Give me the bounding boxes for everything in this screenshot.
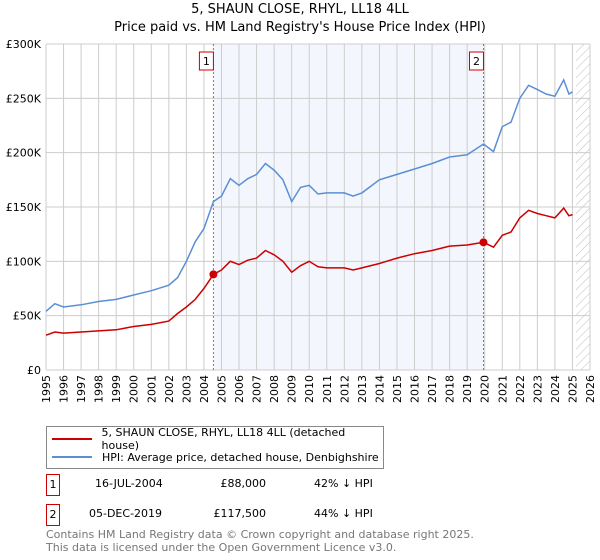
legend-item-hpi: HPI: Average price, detached house, Denb… <box>52 450 379 464</box>
sale-marker-badge: 1 <box>46 474 60 496</box>
legend-swatch-blue <box>52 456 92 458</box>
sale-marker-badge: 2 <box>46 504 60 526</box>
x-tick-label: 2011 <box>321 375 334 403</box>
y-tick-label: £250K <box>6 92 42 105</box>
legend-label: 5, SHAUN CLOSE, RHYL, LL18 4LL (detached… <box>101 426 346 452</box>
legend: 5, SHAUN CLOSE, RHYL, LL18 4LL (detached… <box>46 426 384 469</box>
x-tick-label: 1999 <box>110 375 123 403</box>
x-tick-label: 2019 <box>461 375 474 403</box>
x-tick-label: 2025 <box>566 375 579 403</box>
x-tick-label: 2015 <box>391 375 404 403</box>
x-tick-label: 2003 <box>180 375 193 403</box>
chart-title: 5, SHAUN CLOSE, RHYL, LL18 4LL <box>191 2 409 17</box>
x-tick-label: 2023 <box>531 375 544 403</box>
x-tick-label: 2026 <box>584 375 597 403</box>
x-tick-label: 2022 <box>514 375 527 403</box>
hpi-series-line <box>45 78 573 312</box>
sale-point <box>209 270 218 279</box>
x-tick-label: 2012 <box>338 375 351 403</box>
x-tick-label: 2013 <box>356 375 369 403</box>
sale-date: 16-JUL-2004 <box>95 477 163 490</box>
x-tick-label: 2009 <box>286 375 299 403</box>
y-tick-label: £300K <box>6 38 42 51</box>
sale-hpi-diff: 44% ↓ HPI <box>314 507 373 520</box>
price-chart: 1995 1996 1997 1998 1999 2000 2001 2002 2003 2004… <box>6 38 597 403</box>
y-tick-label: £0 <box>27 364 41 377</box>
sale-point <box>479 238 488 247</box>
sale-marker-label: 1 <box>203 55 210 68</box>
sale-price: £117,500 <box>213 507 267 520</box>
sale-row: 2 05-DEC-2019 £117,500 44% ↓ HPI <box>46 504 386 526</box>
x-tick-label: 1995 <box>40 375 53 403</box>
x-tick-label: 2016 <box>409 375 422 403</box>
x-tick-label: 2008 <box>268 375 281 403</box>
sale-marker-box <box>468 51 484 71</box>
x-tick-label: 2017 <box>426 375 439 403</box>
x-tick-label: 2021 <box>496 375 509 403</box>
x-tick-label: 2000 <box>128 375 141 403</box>
x-tick-label: 1997 <box>75 375 88 403</box>
legend-label: HPI: Average price, detached house, Denb… <box>102 450 379 464</box>
x-tick-label: 2002 <box>163 375 176 403</box>
y-tick-label: £150K <box>6 201 42 214</box>
sale-row: 1 16-JUL-2004 £88,000 42% ↓ HPI <box>46 474 386 496</box>
legend-item-property: 5, SHAUN CLOSE, RHYL, LL18 4LL (detached… <box>52 426 383 452</box>
sale-price: £88,000 <box>220 477 267 490</box>
y-tick-label: £200K <box>6 147 42 160</box>
x-tick-label: 2024 <box>549 375 562 403</box>
y-tick-label: £100K <box>6 255 42 268</box>
x-tick-label: 2014 <box>373 375 386 403</box>
y-tick-label: £50K <box>13 310 42 323</box>
sale-marker-box <box>198 51 214 71</box>
legend-swatch-red <box>52 438 92 440</box>
x-tick-label: 1996 <box>58 375 71 403</box>
sale-marker-label: 2 <box>473 55 480 68</box>
sale-hpi-diff: 42% ↓ HPI <box>314 477 373 490</box>
x-tick-label: 2018 <box>444 375 457 403</box>
x-tick-label: 2005 <box>215 375 228 403</box>
x-tick-label: 2020 <box>479 375 492 403</box>
x-tick-label: 1998 <box>93 375 106 403</box>
chart-subtitle: Price paid vs. HM Land Registry's House … <box>114 20 486 35</box>
footer-copyright: Contains HM Land Registry data © Crown c… <box>46 528 474 541</box>
x-tick-label: 2010 <box>303 375 316 403</box>
property-series-line <box>45 206 573 336</box>
footer-licence: This data is licensed under the Open Gov… <box>46 541 397 554</box>
x-tick-label: 2006 <box>233 375 246 403</box>
sale-date: 05-DEC-2019 <box>89 507 163 520</box>
x-tick-label: 2004 <box>198 375 211 403</box>
x-tick-label: 2001 <box>145 375 158 403</box>
x-tick-label: 2007 <box>251 375 264 403</box>
